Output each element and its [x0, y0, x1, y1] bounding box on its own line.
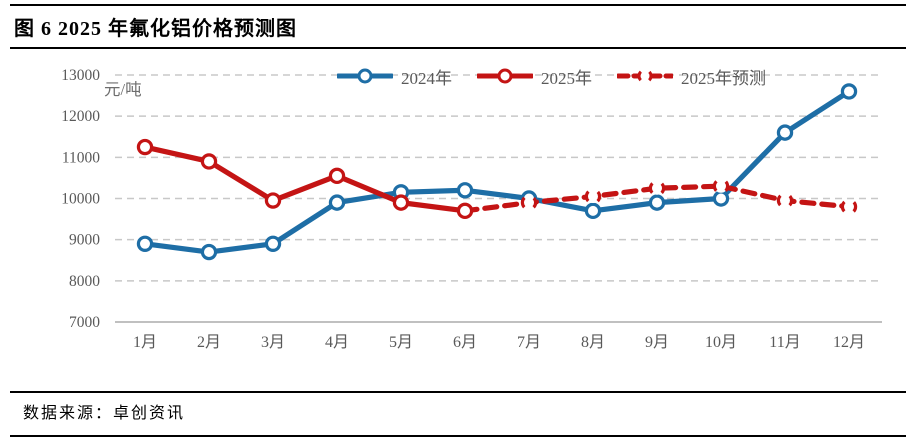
x-tick-label: 5月 [389, 334, 413, 351]
data-source: 数据来源：卓创资讯 [23, 405, 186, 422]
data-point-marker [776, 124, 794, 141]
data-point-marker [200, 243, 218, 261]
data-point-marker [264, 192, 282, 209]
top-border [10, 4, 906, 6]
data-point-marker [328, 194, 346, 211]
chart-canvas: 7000 8000 9000 10000 11000 12000 13000 1月 2月 3月 4月… [61, 67, 882, 351]
legend-swatch [477, 68, 533, 84]
data-point-marker [200, 153, 218, 170]
y-tick-label: 7000 [69, 314, 100, 331]
y-axis-unit-label: 元/吨 [104, 80, 142, 99]
x-tick-label: 9月 [645, 334, 669, 351]
data-point-marker [648, 194, 666, 211]
legend-label: 2024年 [401, 68, 452, 88]
legend-item-2024年: 2024年 [337, 64, 452, 89]
data-point-marker [328, 167, 346, 185]
data-point-marker [584, 202, 602, 220]
data-point-marker [840, 83, 858, 100]
price-forecast-chart: 7000 8000 9000 10000 11000 12000 13000 1月 2月 3月 4月… [0, 50, 919, 385]
y-tick-label: 10000 [61, 191, 100, 208]
data-point-marker [712, 190, 730, 207]
footer-divider [10, 391, 906, 393]
title-divider [10, 47, 906, 49]
data-point-marker [264, 235, 282, 252]
figure-title: 图 6 2025 年氟化铝价格预测图 [14, 18, 297, 40]
series-line-2025年 [142, 144, 468, 214]
x-tick-label: 11月 [769, 334, 800, 351]
legend-item-2025年预测: 2025年预测 [617, 64, 766, 89]
data-point-marker [456, 202, 474, 220]
y-tick-label: 9000 [69, 232, 100, 249]
x-tick-label: 12月 [833, 334, 865, 351]
data-point-marker [840, 198, 858, 215]
legend-label: 2025年预测 [681, 68, 766, 88]
x-tick-label: 2月 [197, 334, 221, 351]
chart-legend: 2024年 2025年 2025年预测 [337, 64, 766, 89]
x-tick-label: 10月 [705, 334, 737, 351]
data-point-marker [648, 180, 666, 197]
legend-swatch [617, 68, 673, 84]
x-tick-label: 6月 [453, 334, 477, 351]
data-point-marker [456, 182, 474, 199]
bottom-border [10, 435, 906, 437]
data-point-marker [584, 188, 602, 205]
y-tick-label: 11000 [62, 149, 100, 166]
y-tick-label: 13000 [61, 67, 100, 84]
legend-label: 2025年 [541, 68, 592, 88]
data-point-marker [712, 177, 730, 195]
data-point-marker [520, 194, 538, 211]
x-tick-label: 1月 [133, 334, 157, 351]
data-point-marker [136, 235, 154, 252]
y-tick-label: 12000 [61, 108, 100, 125]
x-tick-label: 4月 [325, 334, 349, 351]
x-tick-label: 8月 [581, 334, 605, 351]
data-point-marker [136, 138, 154, 156]
data-point-marker [392, 194, 410, 211]
x-tick-label: 7月 [517, 334, 541, 351]
legend-item-2025年: 2025年 [477, 64, 592, 89]
y-tick-label: 8000 [69, 273, 100, 290]
legend-swatch [337, 68, 393, 84]
x-tick-label: 3月 [261, 334, 285, 351]
data-point-marker [776, 192, 794, 209]
